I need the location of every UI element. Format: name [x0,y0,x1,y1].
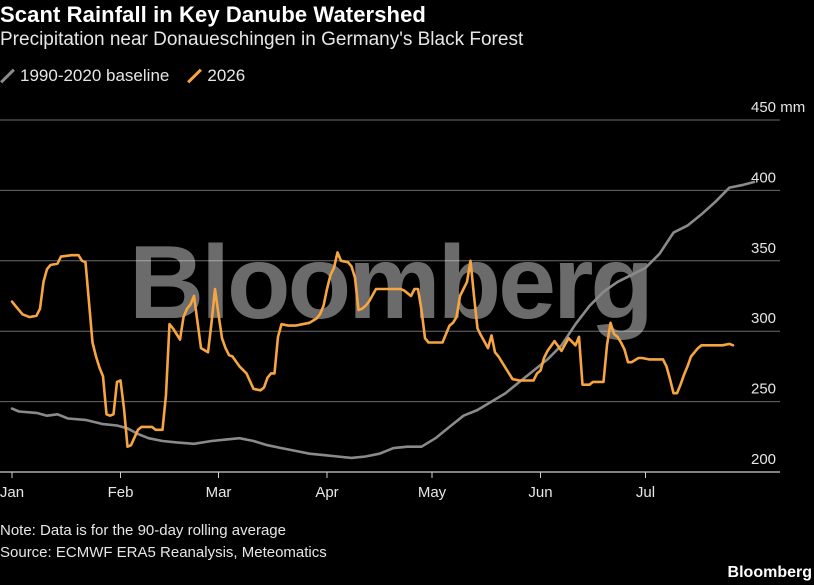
legend-item-baseline: 1990-2020 baseline [0,66,169,86]
y-tick-label-450: 450 mm [751,99,805,116]
chart-source: Source: ECMWF ERA5 Reanalysis, Meteomati… [0,544,327,561]
chart-title: Scant Rainfall in Key Danube Watershed [0,2,426,27]
legend-item-2026: 2026 [187,66,245,86]
y-tick-labels: 200 250 300 350 400 450 mm [751,99,805,468]
legend-label-2026: 2026 [207,66,246,85]
x-tick-label-mar: Mar [206,484,232,501]
chart-legend: 1990-2020 baseline 2026 [0,66,263,86]
x-tick-label-may: May [418,484,447,501]
x-tick-label-jan: Jan [0,484,24,501]
chart-note: Note: Data is for the 90-day rolling ave… [0,522,286,539]
x-tick-label-jun: Jun [528,484,552,501]
legend-label-baseline: 1990-2020 baseline [20,66,170,85]
series-line-2026 [10,251,735,449]
series-layer [10,180,756,460]
chart-subtitle: Precipitation near Donaueschingen in Ger… [0,29,524,50]
y-tick-label-250: 250 [751,381,776,398]
bloomberg-watermark: Bloomberg [129,225,651,341]
x-tick-labels: Jan Feb Mar Apr May Jun Jul [0,472,655,501]
x-tick-label-feb: Feb [108,484,134,501]
x-tick-label-jul: Jul [636,484,655,501]
brand-logo-text: Bloomberg [727,564,812,581]
series-line-1990-2020-baseline [10,180,756,460]
y-tick-label-200: 200 [751,451,776,468]
grid-layer [0,119,780,473]
x-tick-label-apr: Apr [315,484,338,501]
y-tick-label-300: 300 [751,310,776,327]
y-tick-label-350: 350 [751,240,776,257]
y-tick-label-400: 400 [751,169,776,186]
